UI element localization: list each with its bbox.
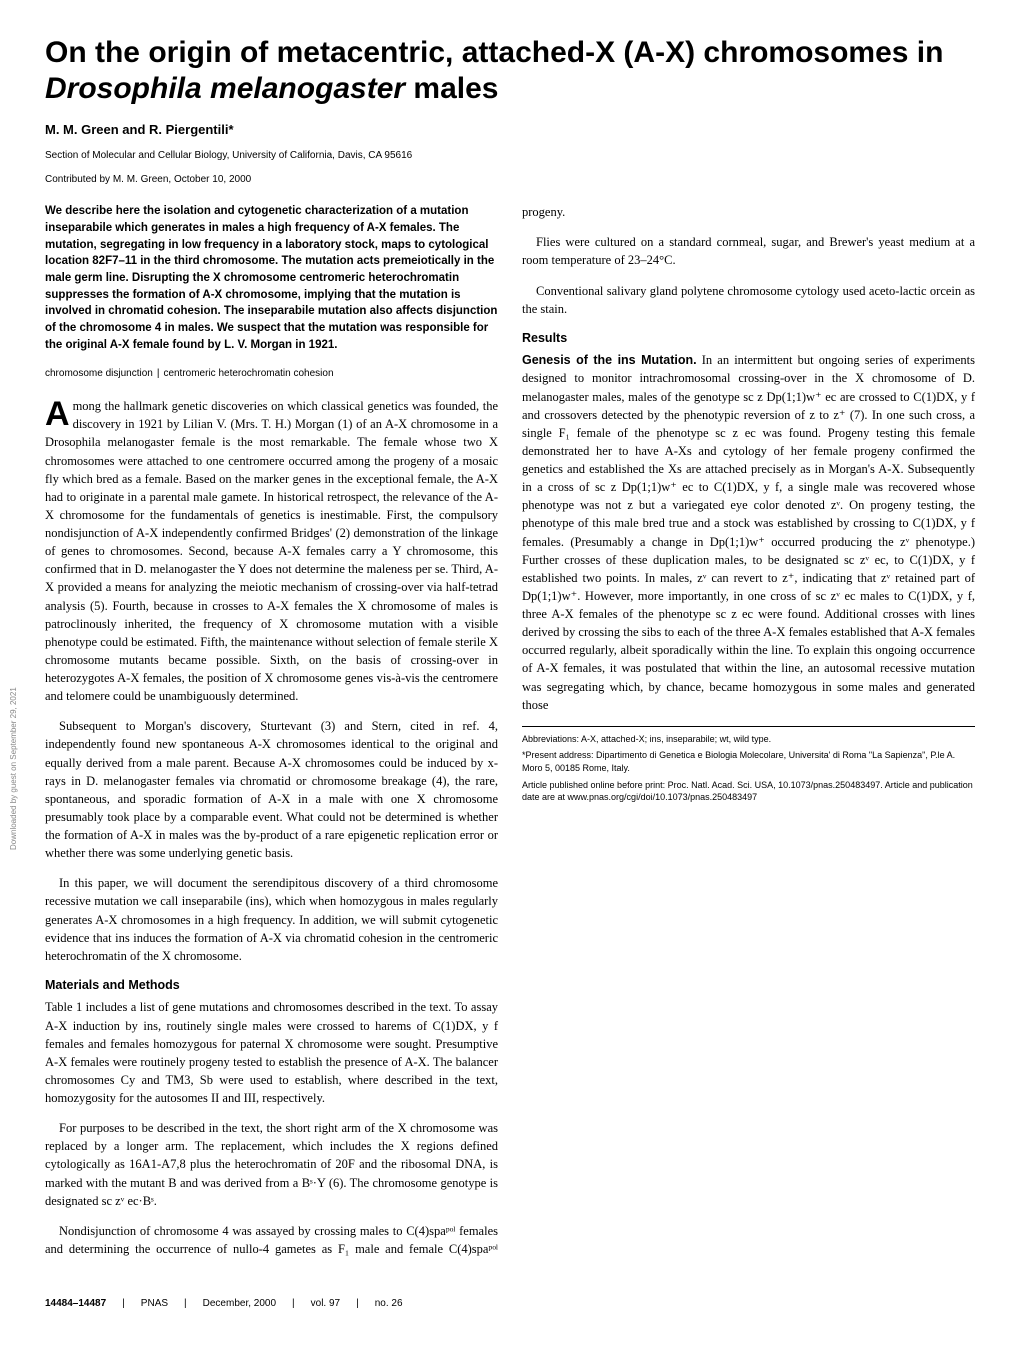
footnote-present-address: *Present address: Dipartimento di Geneti…: [522, 749, 975, 774]
results-heading: Results: [522, 330, 975, 348]
contributed-line: Contributed by M. M. Green, October 10, …: [45, 173, 975, 187]
abstract: We describe here the isolation and cytog…: [45, 203, 498, 353]
keyword-separator: |: [157, 368, 160, 379]
keywords: chromosome disjunction |centromeric heter…: [45, 367, 498, 381]
methods-paragraph-1: Table 1 includes a list of gene mutation…: [45, 998, 498, 1107]
keyword-2: centromeric heterochromatin cohesion: [163, 368, 333, 379]
dropcap-letter: A: [45, 397, 73, 429]
article-title: On the origin of metacentric, attached-X…: [45, 35, 975, 107]
footer-pnas: PNAS: [141, 1297, 168, 1311]
title-text-1: On the origin of metacentric, attached-X…: [45, 36, 943, 69]
footer-pages: 14484–14487: [45, 1297, 106, 1311]
authors: M. M. Green and R. Piergentili*: [45, 121, 975, 139]
footer-separator-4: |: [356, 1297, 359, 1311]
intro-paragraph-2: Subsequent to Morgan's discovery, Sturte…: [45, 717, 498, 862]
intro-paragraph-3: In this paper, we will document the sere…: [45, 874, 498, 965]
results-paragraph-1: Genesis of the ins Mutation. In an inter…: [522, 351, 975, 714]
two-column-body: We describe here the isolation and cytog…: [45, 203, 975, 1273]
footer-separator-1: |: [122, 1297, 125, 1311]
results-para-1-text: In an intermittent but ongoing series of…: [522, 353, 975, 711]
footer-date: December, 2000: [203, 1297, 276, 1311]
keyword-1: chromosome disjunction: [45, 368, 153, 379]
footer-separator-2: |: [184, 1297, 187, 1311]
footer-volume: vol. 97: [311, 1297, 340, 1311]
methods-paragraph-5: Conventional salivary gland polytene chr…: [522, 282, 975, 318]
affiliation: Section of Molecular and Cellular Biolog…: [45, 149, 975, 163]
footnote-abbreviations: Abbreviations: A-X, attached-X; ins, ins…: [522, 733, 975, 746]
footnotes: Abbreviations: A-X, attached-X; ins, ins…: [522, 726, 975, 804]
intro-para-1-text: mong the hallmark genetic discoveries on…: [45, 399, 498, 703]
title-text-2: males: [405, 72, 498, 105]
footer-issue: no. 26: [375, 1297, 403, 1311]
page-footer: 14484–14487 | PNAS | December, 2000 | vo…: [45, 1297, 975, 1311]
footer-separator-3: |: [292, 1297, 295, 1311]
download-watermark: Downloaded by guest on September 29, 202…: [8, 687, 19, 850]
results-run-in-heading: Genesis of the ins Mutation.: [522, 353, 697, 367]
methods-paragraph-4: Flies were cultured on a standard cornme…: [522, 233, 975, 269]
methods-heading: Materials and Methods: [45, 977, 498, 995]
methods-paragraph-2: For purposes to be described in the text…: [45, 1119, 498, 1210]
footnote-article-info: Article published online before print: P…: [522, 779, 975, 804]
title-species: Drosophila melanogaster: [45, 72, 405, 105]
intro-paragraph-1: Among the hallmark genetic discoveries o…: [45, 397, 498, 705]
